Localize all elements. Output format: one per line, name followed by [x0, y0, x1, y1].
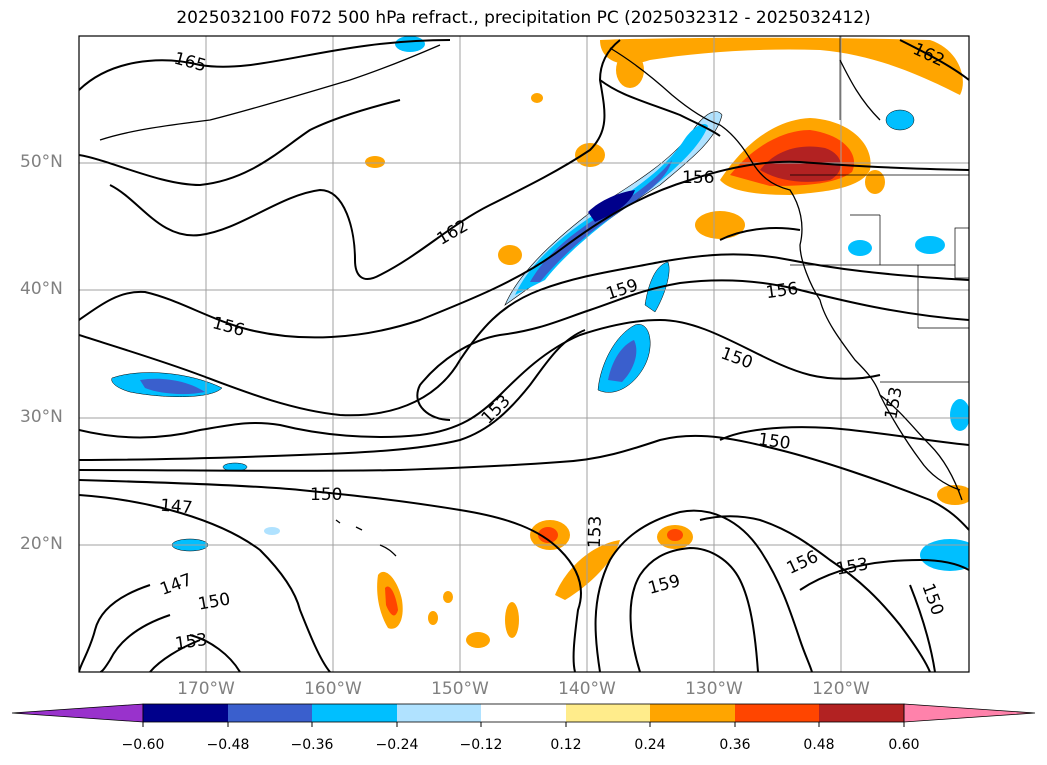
- contour-label: 153: [835, 554, 870, 579]
- colorbar-tick-label: 0.12: [550, 737, 582, 753]
- colorbar-bin: [735, 704, 819, 722]
- contour-label: 165: [172, 49, 209, 77]
- lat-label: 20°N: [20, 534, 63, 554]
- colorbar: [11, 703, 1036, 727]
- lat-label: 50°N: [20, 152, 63, 172]
- colorbar-tick-label: 0.60: [888, 737, 920, 753]
- contour-label: 147: [159, 496, 193, 519]
- map-title: 2025032100 F072 500 hPa refract., precip…: [176, 8, 871, 28]
- colorbar-tick-label: −0.48: [206, 737, 250, 753]
- colorbar-extend-right: [903, 703, 1036, 723]
- colorbar-bin: [143, 704, 228, 722]
- colorbar-tick-label: −0.60: [121, 737, 165, 753]
- lon-label: 130°W: [685, 679, 743, 699]
- lon-label: 120°W: [812, 679, 870, 699]
- colorbar-tick-label: −0.12: [459, 737, 503, 753]
- contour-label: 150: [917, 581, 947, 618]
- contour-label: 147: [158, 570, 195, 600]
- contour-label: 153: [478, 391, 515, 428]
- contour-label: 150: [757, 430, 792, 454]
- lon-label: 160°W: [304, 679, 362, 699]
- contour-lines: [79, 39, 969, 672]
- contour-label: 153: [585, 515, 606, 548]
- colorbar-tick-label: 0.36: [719, 737, 751, 753]
- contour-label: 159: [646, 571, 683, 599]
- lat-label: 30°N: [20, 407, 63, 427]
- contour-label: 159: [604, 275, 641, 304]
- contour-label: 156: [210, 313, 247, 341]
- colorbar-bin: [819, 704, 904, 722]
- contour-label: 150: [197, 589, 232, 614]
- colorbar-bin: [312, 704, 397, 722]
- contour-label: 156: [682, 168, 714, 188]
- colorbar-extend-left: [11, 703, 144, 723]
- contour-label: 156: [765, 279, 800, 303]
- lon-label: 150°W: [431, 679, 489, 699]
- colorbar-tick-label: 0.48: [803, 737, 835, 753]
- contour-label: 153: [174, 630, 209, 654]
- colorbar-bin: [397, 704, 481, 722]
- contour-label: 156: [784, 547, 822, 579]
- colorbar-bin: [228, 704, 312, 722]
- coastlines: [99, 44, 963, 557]
- shading-layer: [111, 36, 969, 648]
- lon-label: 170°W: [177, 679, 235, 699]
- colorbar-tick-label: −0.24: [375, 737, 419, 753]
- colorbar-tick-label: 0.24: [634, 737, 666, 753]
- lat-label: 40°N: [20, 279, 63, 299]
- colorbar-bin: [650, 704, 735, 722]
- contour-label: 162: [434, 216, 472, 250]
- colorbar-tick-label: −0.36: [290, 737, 334, 753]
- map-frame: [78, 35, 970, 673]
- contour-label: 150: [310, 485, 342, 505]
- lon-label: 140°W: [558, 679, 616, 699]
- colorbar-bin: [566, 704, 650, 722]
- colorbar-bin: [481, 704, 566, 722]
- contour-label: 150: [718, 344, 755, 374]
- borders: [790, 36, 969, 383]
